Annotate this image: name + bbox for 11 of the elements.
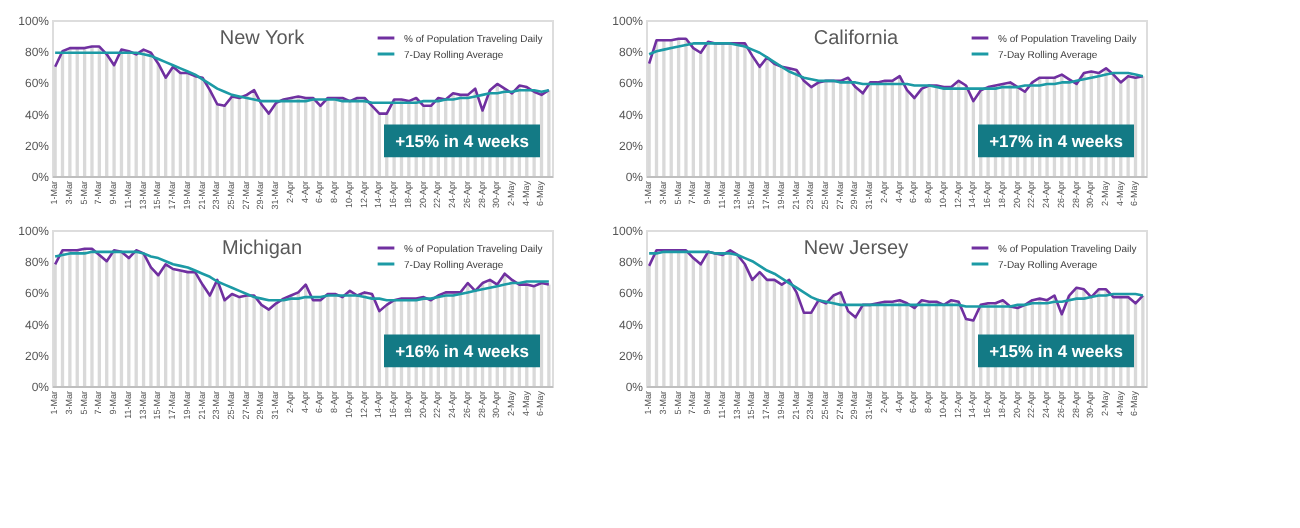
- chart-title: Michigan: [221, 238, 303, 260]
- chart-title: New Jersey: [803, 238, 909, 260]
- chart-title: California: [813, 28, 900, 50]
- chart-title: New York: [219, 28, 307, 50]
- annotation: +16% in 4 weeks: [395, 340, 530, 361]
- line-series: [647, 42, 1145, 90]
- annotation: +15% in 4 weeks: [989, 340, 1124, 361]
- annotation: +17% in 4 weeks: [989, 130, 1124, 151]
- line-series: [53, 45, 551, 115]
- annotation: +15% in 4 weeks: [395, 130, 530, 151]
- line-series: [53, 51, 551, 104]
